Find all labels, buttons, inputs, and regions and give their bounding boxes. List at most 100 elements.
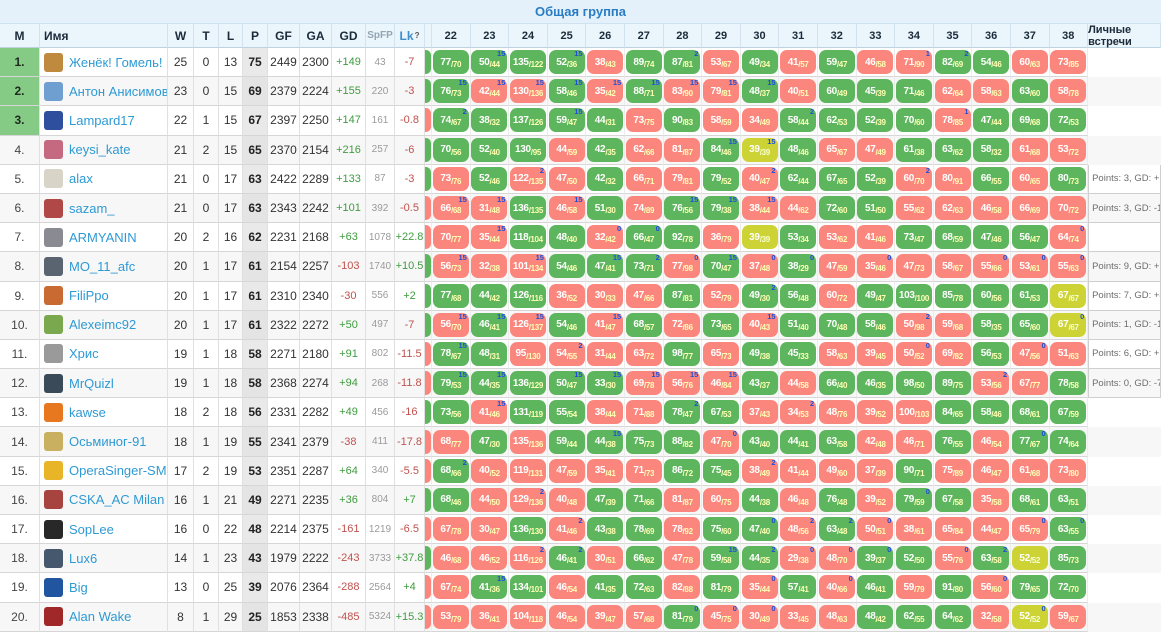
match-cell[interactable]: 37/39 <box>857 458 894 483</box>
match-cell[interactable]: 47/59 <box>548 458 585 483</box>
match-cell[interactable]: 67/67 <box>1050 283 1087 308</box>
match-cell[interactable]: 39/52 <box>857 487 894 512</box>
match-cell[interactable]: 92/78 <box>664 225 701 250</box>
match-cell[interactable]: 0 55/66 <box>973 253 1010 279</box>
match-cell[interactable]: 61/68 <box>1011 458 1048 483</box>
match-cell[interactable]: 15 46/41 <box>471 312 508 337</box>
match-cell[interactable]: 61/68 <box>1011 137 1048 162</box>
match-cell[interactable]: 66/62 <box>625 546 662 571</box>
match-cell[interactable]: 1 78/85 <box>934 107 971 133</box>
match-cell[interactable]: 15 44/35 <box>471 370 508 396</box>
match-cell[interactable]: 73/80 <box>1050 458 1087 483</box>
match-cell[interactable]: 1 71/90 <box>895 49 932 75</box>
match-cell[interactable]: 81/87 <box>664 487 701 512</box>
match-cell[interactable]: 118/104 <box>509 225 546 250</box>
match-cell[interactable]: 15 31/48 <box>471 195 508 221</box>
match-cell[interactable]: 85/78 <box>934 283 971 308</box>
match-cell[interactable]: 36/79 <box>702 225 739 250</box>
match-cell[interactable]: 15 59/47 <box>548 107 585 133</box>
match-cell[interactable]: 0 47/56 <box>1011 341 1048 366</box>
match-cell[interactable]: 73/75 <box>625 108 662 133</box>
match-cell[interactable]: 15 40/43 <box>741 312 778 337</box>
match-cell[interactable]: 2 82/69 <box>934 49 971 75</box>
match-cell[interactable]: 15 42/44 <box>471 78 508 104</box>
match-cell[interactable]: 67/78 <box>432 517 469 542</box>
match-cell[interactable]: 0 66/47 <box>625 224 662 250</box>
match-cell[interactable]: 61/38 <box>895 137 932 162</box>
match-cell[interactable]: 45/33 <box>780 341 817 366</box>
match-cell[interactable]: 0 67/67 <box>1050 312 1087 337</box>
match-cell[interactable]: 15 88/71 <box>625 78 662 104</box>
match-cell[interactable]: 2 129/136 <box>509 487 546 512</box>
match-cell[interactable]: 65/67 <box>818 137 855 162</box>
match-cell[interactable]: 136/130 <box>509 517 546 542</box>
match-cell[interactable]: 68/57 <box>625 312 662 337</box>
match-cell[interactable]: 86/72 <box>664 458 701 483</box>
match-cell[interactable]: 53/62 <box>818 225 855 250</box>
match-cell[interactable]: 15 79/53 <box>432 370 469 396</box>
match-cell[interactable]: 43/38 <box>587 517 624 542</box>
match-cell[interactable]: 64/62 <box>934 604 971 629</box>
match-cell[interactable]: 40/52 <box>471 458 508 483</box>
match-cell[interactable]: 48/46 <box>780 137 817 162</box>
match-cell[interactable]: 65/73 <box>702 341 739 366</box>
team-name-link[interactable]: Женёк! Гомель! <box>69 54 163 70</box>
match-cell[interactable]: 49/34 <box>741 50 778 75</box>
match-cell[interactable]: 15 70/47 <box>702 253 739 279</box>
match-cell[interactable]: 51/63 <box>1050 341 1087 366</box>
match-cell[interactable]: 0 29/38 <box>780 545 817 571</box>
match-cell[interactable]: 68/59 <box>934 225 971 250</box>
match-cell[interactable]: 2 54/55 <box>548 341 585 366</box>
match-cell[interactable]: 2 63/48 <box>818 516 855 542</box>
match-cell[interactable]: 15 76/56 <box>664 195 701 221</box>
match-cell[interactable]: 59/67 <box>1050 604 1087 629</box>
team-name-link[interactable]: keysi_kate <box>69 142 131 158</box>
match-cell[interactable]: 47/59 <box>818 254 855 279</box>
match-cell[interactable]: 0 48/70 <box>818 545 855 571</box>
match-cell[interactable]: 2 73/71 <box>625 253 662 279</box>
team-name-link[interactable]: Lux6 <box>69 550 98 566</box>
match-cell[interactable]: 2 34/53 <box>780 399 817 425</box>
match-cell[interactable]: 43/37 <box>741 371 778 396</box>
match-cell[interactable]: 0 32/42 <box>587 224 624 250</box>
match-cell[interactable]: 71/66 <box>625 487 662 512</box>
match-cell[interactable]: 98/50 <box>895 371 932 396</box>
match-cell[interactable]: 66/40 <box>818 371 855 396</box>
match-cell[interactable]: 46/41 <box>857 575 894 600</box>
match-cell[interactable]: 39/52 <box>857 400 894 425</box>
match-cell[interactable]: 74/89 <box>625 196 662 221</box>
match-cell[interactable]: 0 65/79 <box>1011 516 1048 542</box>
match-cell[interactable]: 66/69 <box>1011 196 1048 221</box>
match-cell[interactable]: 15 41/36 <box>471 574 508 600</box>
match-cell[interactable]: 63/51 <box>1050 487 1087 512</box>
match-cell[interactable]: 60/75 <box>702 487 739 512</box>
match-cell[interactable]: 41/35 <box>587 575 624 600</box>
team-name-link[interactable]: Lampard17 <box>69 112 135 128</box>
match-cell[interactable]: 2 40/47 <box>741 166 778 191</box>
match-cell[interactable]: 15 130/136 <box>509 78 546 104</box>
match-cell[interactable]: 0 53/61 <box>1011 253 1048 279</box>
match-cell[interactable]: 44/41 <box>780 429 817 454</box>
match-cell[interactable]: 67/77 <box>1011 371 1048 396</box>
match-cell[interactable]: 69/68 <box>1011 108 1048 133</box>
match-cell[interactable]: 135/122 <box>509 50 546 75</box>
match-cell[interactable]: 58/63 <box>973 79 1010 104</box>
match-cell[interactable]: 71/73 <box>625 458 662 483</box>
match-cell[interactable]: 63/60 <box>1011 79 1048 104</box>
match-cell[interactable]: 49/60 <box>818 458 855 483</box>
team-name-link[interactable]: sazam_ <box>69 200 115 216</box>
match-cell[interactable]: 80/73 <box>1050 166 1087 191</box>
match-cell[interactable]: 87/81 <box>664 283 701 308</box>
match-cell[interactable]: 54/46 <box>548 312 585 337</box>
match-cell[interactable]: 58/46 <box>857 312 894 337</box>
match-cell[interactable]: 67/74 <box>432 575 469 600</box>
team-name-link[interactable]: FiliPpo <box>69 288 109 304</box>
match-cell[interactable]: 58/63 <box>818 341 855 366</box>
match-cell[interactable]: 136/129 <box>509 371 546 396</box>
match-cell[interactable]: 15 56/70 <box>432 312 469 337</box>
match-cell[interactable]: 15 41/46 <box>471 399 508 425</box>
match-cell[interactable]: 15 38/44 <box>741 195 778 221</box>
match-cell[interactable]: 58/67 <box>934 254 971 279</box>
match-cell[interactable]: 2 41/46 <box>548 516 585 542</box>
match-cell[interactable]: 41/57 <box>780 50 817 75</box>
